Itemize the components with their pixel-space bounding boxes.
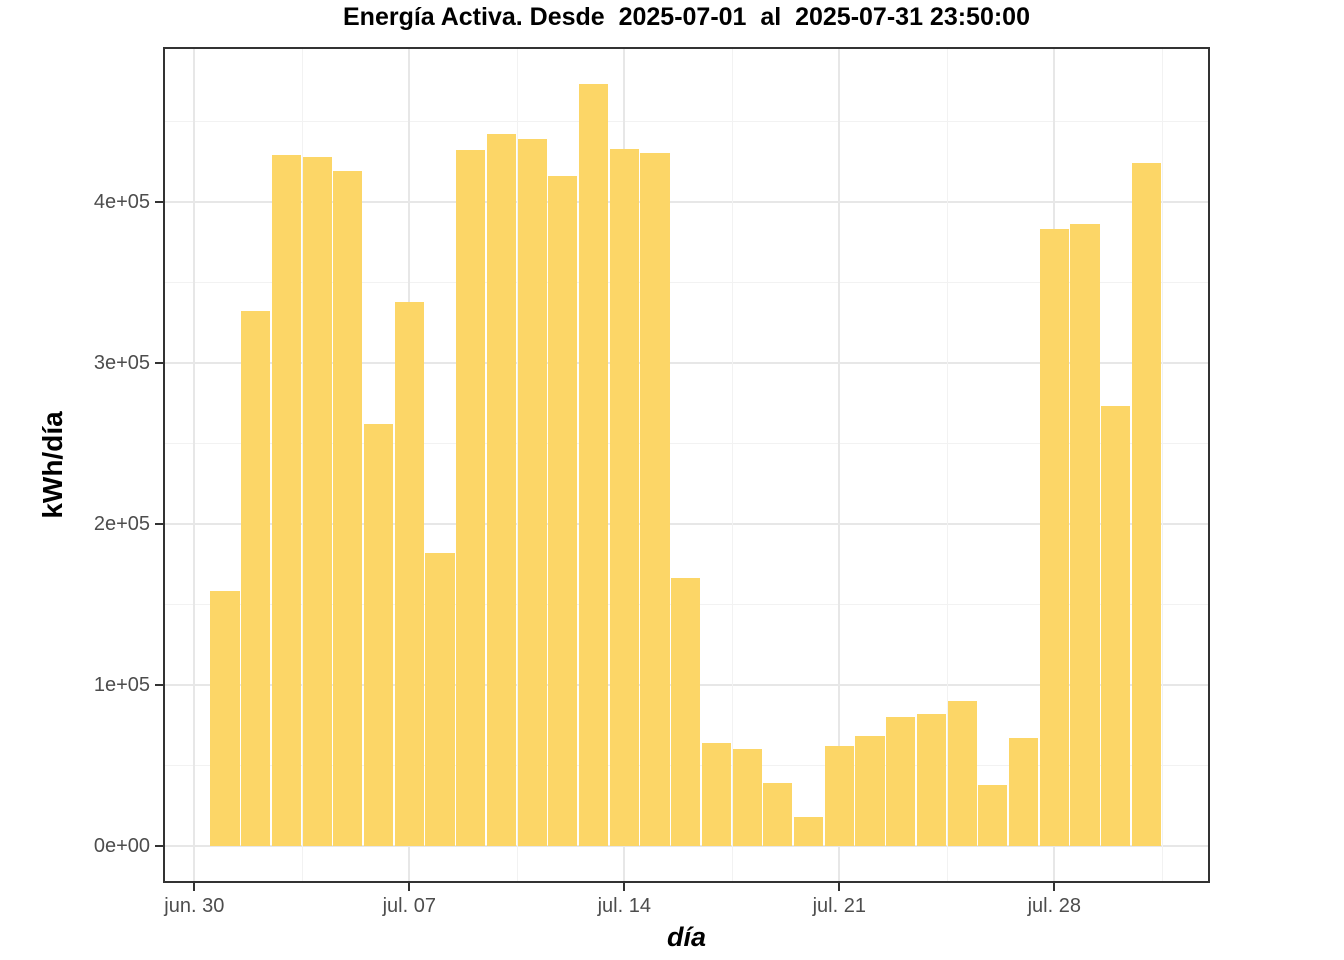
bar [1039, 229, 1069, 846]
bar [456, 150, 486, 846]
bar [578, 84, 609, 846]
minor-gridline-horizontal [163, 443, 1210, 445]
y-tick-mark [155, 844, 163, 847]
bar [548, 175, 578, 846]
y-tick-mark [155, 361, 163, 364]
y-tick-mark [155, 522, 163, 525]
bar [763, 782, 793, 846]
bar [640, 153, 670, 846]
y-tick-label: 4e+05 [93, 190, 150, 213]
major-gridline-vertical [193, 47, 196, 883]
bar [517, 138, 547, 846]
bar [886, 716, 916, 846]
bar [978, 784, 1008, 846]
bar [486, 134, 517, 846]
minor-gridline-vertical [731, 47, 733, 883]
minor-gridline-vertical [301, 47, 303, 883]
x-tick-mark [1053, 883, 1056, 891]
minor-gridline-horizontal [163, 282, 1210, 284]
y-tick-label: 2e+05 [93, 512, 150, 535]
x-tick-label: jun. 30 [164, 895, 225, 917]
bar [363, 423, 394, 846]
x-tick-label: jul. 28 [1027, 895, 1081, 917]
x-tick-mark [408, 883, 411, 891]
x-tick-label: jul. 07 [382, 895, 436, 917]
bar [732, 749, 762, 846]
y-tick-mark [155, 683, 163, 686]
bar [1101, 406, 1131, 846]
major-gridline-horizontal [163, 361, 1210, 364]
bar [425, 552, 455, 846]
y-tick-mark [155, 200, 163, 203]
minor-gridline-vertical [1161, 47, 1163, 883]
x-tick-label: jul. 21 [812, 895, 866, 917]
bar [1070, 224, 1100, 846]
y-axis-title: kWh/día [37, 411, 68, 519]
minor-gridline-horizontal [163, 121, 1210, 123]
bar [609, 148, 639, 846]
bar [241, 311, 271, 846]
minor-gridline-vertical [946, 47, 948, 883]
bar [701, 742, 732, 846]
x-tick-mark [193, 883, 196, 891]
bar [302, 156, 332, 846]
major-gridline-horizontal [163, 522, 1210, 525]
y-tick-label: 0e+00 [93, 834, 150, 857]
x-axis-title: día [666, 922, 706, 952]
minor-gridline-vertical [516, 47, 518, 883]
bar [1008, 737, 1039, 846]
bar [271, 155, 302, 846]
y-tick-label: 3e+05 [93, 351, 150, 374]
chart-title: Energía Activa. Desde 2025-07-01 al 2025… [343, 3, 1030, 31]
bar [333, 171, 363, 846]
bar [916, 713, 947, 846]
bar [855, 736, 885, 846]
y-tick-label: 1e+05 [93, 673, 150, 696]
x-tick-mark [838, 883, 841, 891]
major-gridline-horizontal [163, 200, 1210, 203]
x-tick-mark [623, 883, 626, 891]
x-tick-label: jul. 14 [597, 895, 651, 917]
bar [210, 591, 240, 846]
bar [824, 745, 854, 846]
major-gridline-vertical [838, 47, 841, 883]
major-gridline-horizontal [163, 844, 1210, 847]
plot-panel [163, 47, 1210, 883]
bar [1131, 163, 1162, 846]
bar [671, 578, 701, 846]
bar [793, 816, 824, 846]
bar [947, 700, 977, 846]
bar [394, 301, 424, 846]
